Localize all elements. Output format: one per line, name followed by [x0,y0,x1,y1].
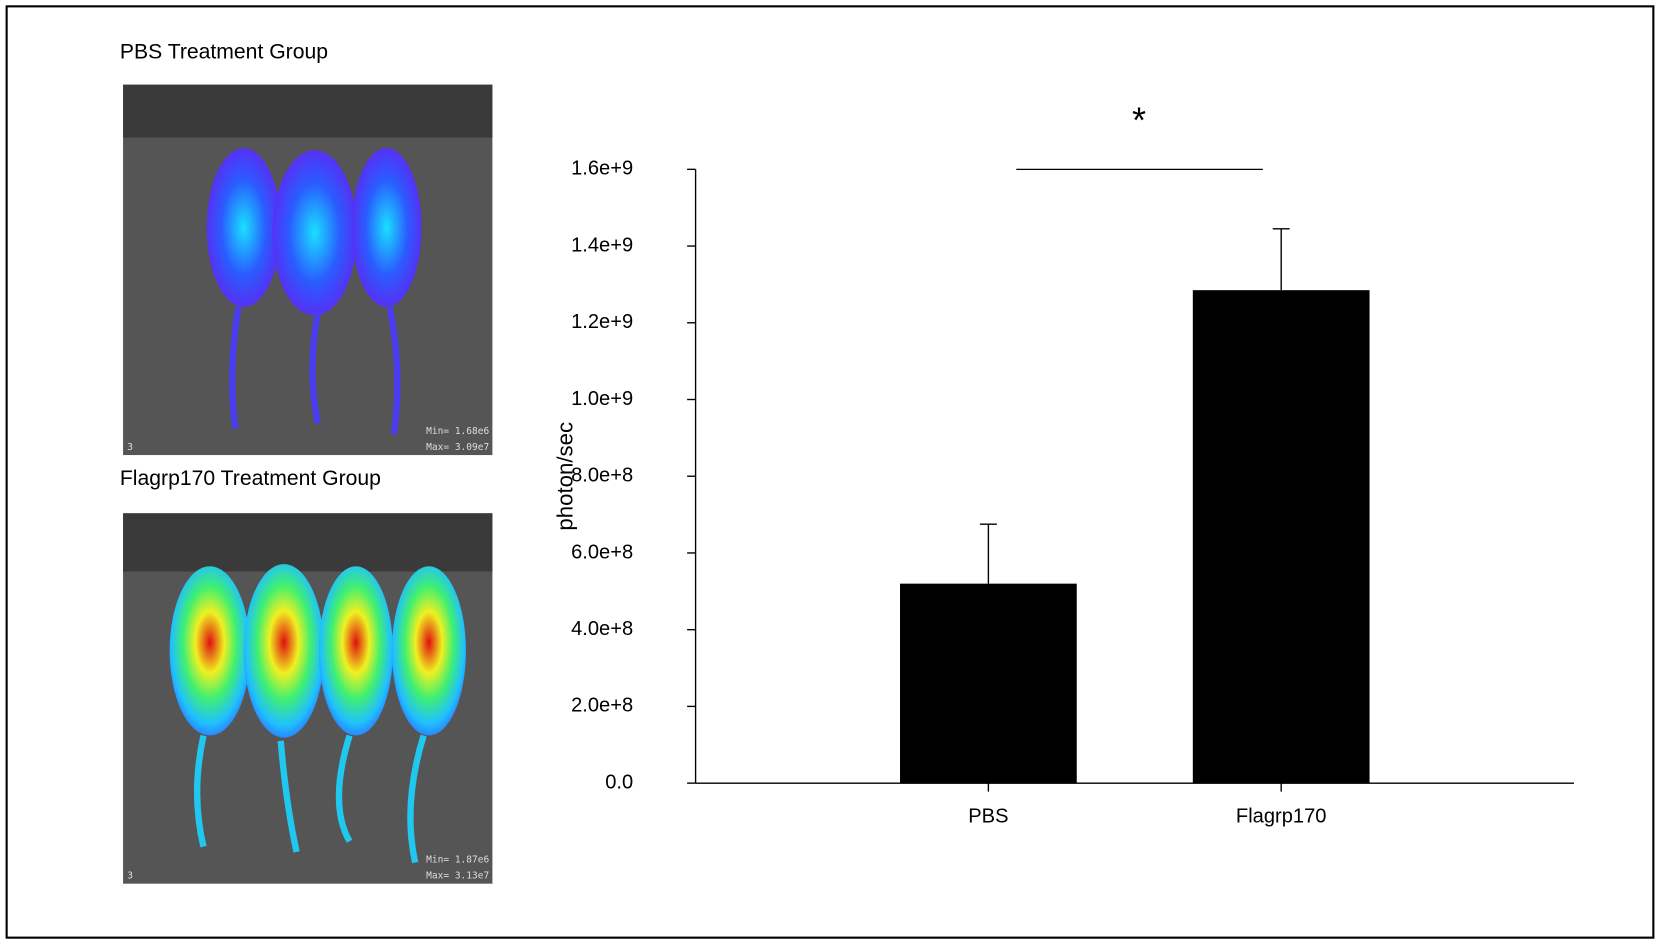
image-min: Min= 1.68e6 [426,426,489,437]
y-tick-label: 8.0e+8 [571,465,633,487]
panel-title: PBS Treatment Group [120,41,328,64]
image-max: Max= 3.13e7 [426,870,489,881]
image-holder [123,85,492,138]
figure: PBS Treatment Group 3 Min= 1.68e6 Max= 3… [0,0,1660,944]
image-corner: 3 [127,442,133,453]
y-tick-label: 1.2e+9 [571,311,633,333]
y-tick-label: 2.0e+8 [571,695,633,717]
page: {"panels": [ {"title": "PBS Treatment Gr… [0,0,1660,944]
bar [1193,290,1370,783]
x-tick-label: PBS [968,805,1008,827]
bar [900,584,1077,783]
y-tick-label: 4.0e+8 [571,618,633,640]
y-tick-label: 1.6e+9 [571,158,633,180]
mice [207,148,422,315]
y-tick-label: 6.0e+8 [571,541,633,563]
panel-title: Flagrp170 Treatment Group [120,467,381,490]
significance-mark: * [1132,99,1146,140]
y-tick-label: 1.4e+9 [571,234,633,256]
x-tick-label: Flagrp170 [1236,805,1326,827]
image-holder [123,513,492,571]
bioluminescence-image: 3 Min= 1.68e6 Max= 3.09e7 [123,85,492,455]
image-max: Max= 3.09e7 [426,442,489,453]
y-tick-label: 1.0e+9 [571,388,633,410]
bioluminescence-image: 3 Min= 1.87e6 Max= 3.13e7 [123,513,492,883]
y-tick-label: 0.0 [605,771,633,793]
image-corner: 3 [127,870,133,881]
image-min: Min= 1.87e6 [426,855,489,866]
